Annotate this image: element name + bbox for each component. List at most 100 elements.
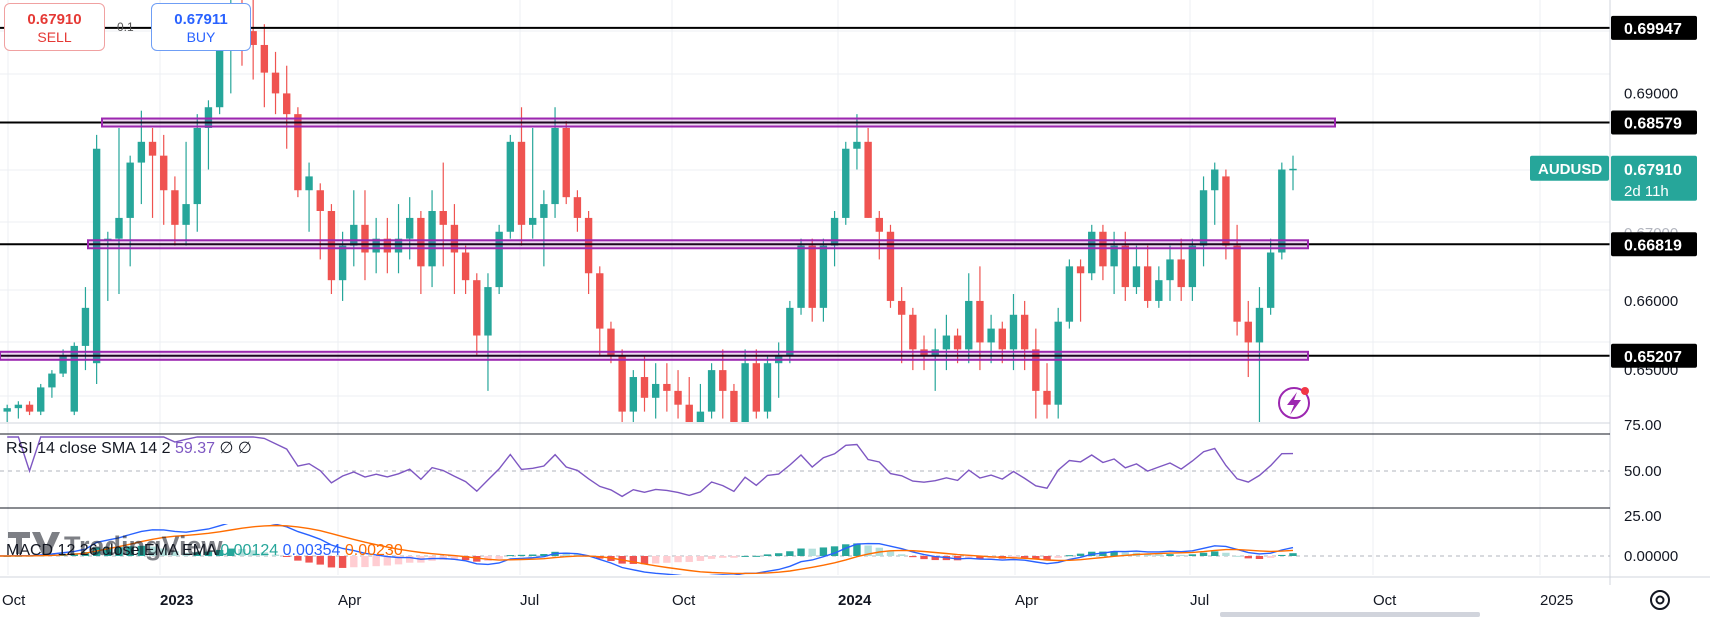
macd-histogram-bar <box>283 556 291 557</box>
candle-body <box>327 211 336 281</box>
macd-histogram-bar <box>1233 555 1241 557</box>
candle <box>774 342 783 398</box>
candle-body <box>640 377 649 398</box>
buy-button[interactable]: 0.67911 BUY <box>151 3 251 51</box>
macd-legend: MACD 12 26 close EMA EMA 0.00124 0.00354… <box>6 542 403 559</box>
macd-histogram-bar <box>685 556 693 562</box>
candle <box>942 314 951 371</box>
candle-body <box>1188 245 1197 288</box>
macd-histogram-bar <box>819 547 828 556</box>
candle-body <box>439 211 447 225</box>
candle-body <box>864 141 872 218</box>
time-tick-label: 2025 <box>1540 592 1573 609</box>
sell-price: 0.67910 <box>27 11 82 28</box>
level-label: 0.69947 <box>1624 21 1682 38</box>
macd-histogram-bar <box>316 556 324 565</box>
candle-body <box>909 314 917 350</box>
price-tag-bg <box>1611 155 1697 201</box>
macd-histogram-bar <box>182 552 190 556</box>
candle <box>719 349 727 419</box>
macd-histogram-bar <box>227 548 235 556</box>
macd-histogram-bar <box>528 554 537 556</box>
macd-signal-line <box>0 524 1294 575</box>
candle <box>406 197 414 260</box>
macd-histogram-bar <box>383 556 392 566</box>
macd-histogram-bar <box>249 550 257 556</box>
time-tick-label: 2024 <box>838 592 872 609</box>
candle <box>1289 155 1297 191</box>
candle-body <box>1289 168 1297 171</box>
time-tick-label: Jul <box>1190 592 1209 609</box>
macd-histogram-bar <box>562 552 570 556</box>
macd-histogram-bar <box>495 556 503 559</box>
lightning-icon-bolt <box>1287 392 1301 415</box>
candle <box>629 370 638 422</box>
candle <box>182 141 190 246</box>
candle <box>830 211 839 267</box>
candle-body <box>305 176 313 191</box>
macd-histogram-bar <box>931 556 939 561</box>
candle-body <box>573 197 582 218</box>
candle <box>1009 294 1018 371</box>
macd-histogram-bar <box>1065 555 1074 557</box>
macd-histogram-bar <box>238 549 246 556</box>
candle-body <box>1166 259 1174 281</box>
candle <box>1032 328 1040 419</box>
candle <box>663 363 671 412</box>
candle <box>484 273 492 391</box>
macd-histogram-bar <box>506 555 515 557</box>
candle-body <box>394 238 403 253</box>
candle <box>842 141 850 225</box>
macd-histogram-bar <box>372 556 380 567</box>
candle <box>383 217 392 274</box>
candle <box>495 224 503 295</box>
candle-body <box>931 349 939 357</box>
macd-histogram-bar <box>909 556 917 558</box>
buy-label: BUY <box>186 29 216 45</box>
time-tick-label: Oct <box>672 592 696 609</box>
sell-button[interactable]: 0.67910 SELL <box>4 3 105 51</box>
macd-histogram-bar <box>461 556 470 561</box>
candle-body <box>171 190 179 225</box>
candle-body <box>25 404 34 412</box>
candle <box>271 51 280 115</box>
macd-histogram-bar <box>808 548 816 556</box>
macd-histogram-bar <box>148 546 157 556</box>
candle-body <box>875 217 883 232</box>
rsi-legend-extra: ∅ ∅ <box>219 440 251 457</box>
time-tick-label: 2023 <box>160 592 193 609</box>
settings-icon-hub <box>1655 595 1665 605</box>
candle <box>148 127 157 218</box>
grid <box>0 0 1610 575</box>
candle-body <box>987 328 995 343</box>
candle <box>260 24 269 108</box>
candle-body <box>1043 390 1051 405</box>
candle-body <box>1143 266 1152 301</box>
resistance-zones <box>0 117 1336 361</box>
candle-body <box>897 300 906 315</box>
candle-body <box>596 273 604 329</box>
price-levels <box>0 26 1610 357</box>
candle-body <box>1110 245 1118 267</box>
candle-body <box>372 238 380 253</box>
macd-histogram-bar <box>1278 554 1286 556</box>
candles <box>3 0 1297 422</box>
candle-body <box>428 211 436 267</box>
zone-rect <box>101 117 1336 128</box>
price-axis: 0.690000.660000.650000.6700075.000.69947… <box>1530 0 1697 585</box>
macd-histogram-bar <box>1121 552 1129 556</box>
candle-body <box>137 141 146 163</box>
candle <box>3 404 11 422</box>
settings-icon[interactable] <box>1650 590 1670 610</box>
candle <box>596 266 604 357</box>
candle-body <box>81 307 90 346</box>
candle-body <box>998 328 1006 350</box>
macd-histogram-bar <box>830 546 839 556</box>
candle <box>394 204 403 274</box>
macd-histogram-bar <box>763 554 772 556</box>
macd-histogram-bar <box>719 556 727 558</box>
macd-histogram-bar <box>115 547 123 556</box>
buy-price: 0.67911 <box>174 11 228 28</box>
candle <box>730 383 738 422</box>
